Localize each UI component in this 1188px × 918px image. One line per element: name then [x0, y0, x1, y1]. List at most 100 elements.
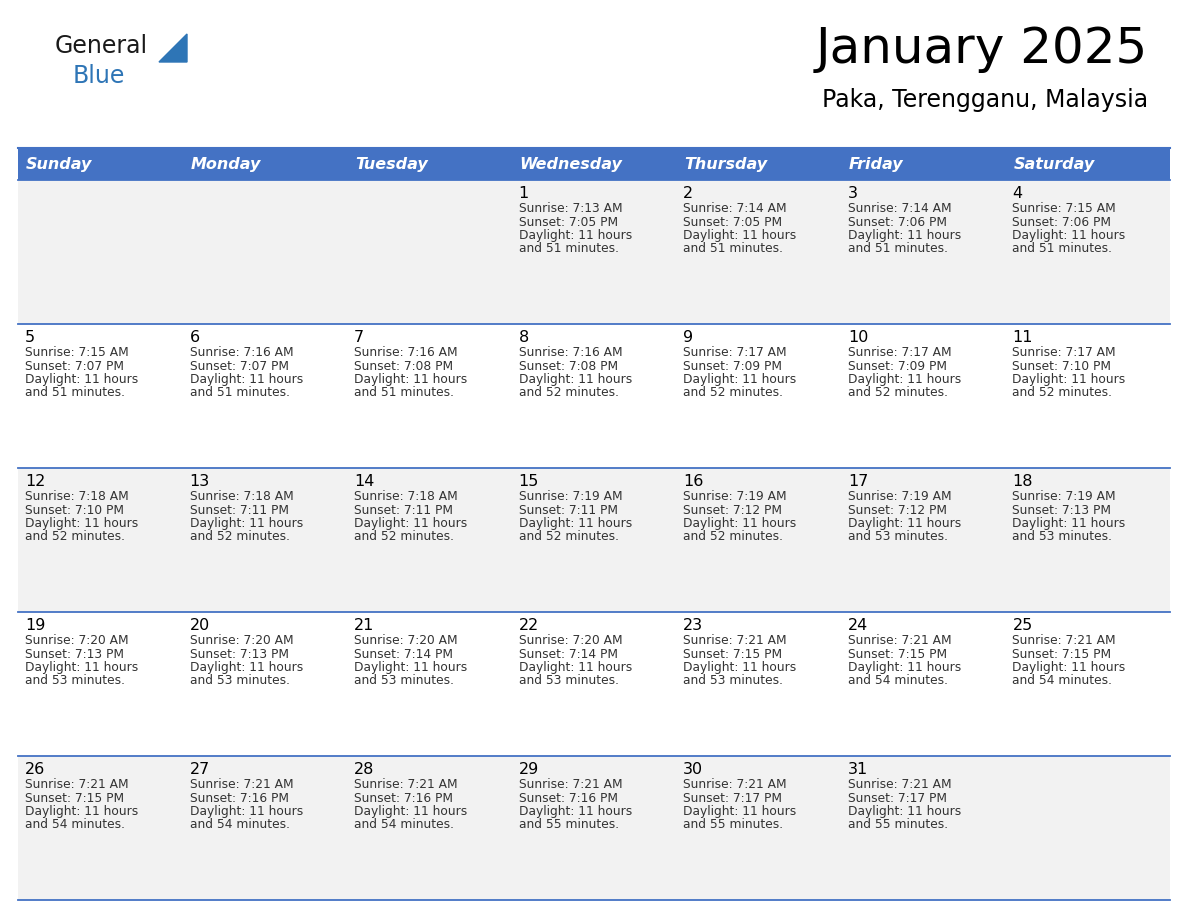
Text: and 52 minutes.: and 52 minutes. [519, 531, 619, 543]
Text: and 54 minutes.: and 54 minutes. [25, 819, 125, 832]
Bar [1005, 148, 1170, 180]
Text: Sunset: 7:14 PM: Sunset: 7:14 PM [519, 647, 618, 660]
Text: 24: 24 [848, 618, 868, 633]
Bar [512, 612, 676, 756]
Text: 6: 6 [190, 330, 200, 345]
Text: Sunrise: 7:16 AM: Sunrise: 7:16 AM [354, 346, 457, 359]
Text: and 54 minutes.: and 54 minutes. [848, 675, 948, 688]
Text: and 52 minutes.: and 52 minutes. [25, 531, 125, 543]
Text: and 53 minutes.: and 53 minutes. [190, 675, 290, 688]
Text: Sunrise: 7:18 AM: Sunrise: 7:18 AM [354, 490, 457, 503]
Text: and 54 minutes.: and 54 minutes. [354, 819, 454, 832]
Text: Sunset: 7:11 PM: Sunset: 7:11 PM [354, 503, 453, 517]
Text: and 52 minutes.: and 52 minutes. [848, 386, 948, 399]
Bar [512, 468, 676, 612]
Bar [347, 324, 512, 468]
Text: and 54 minutes.: and 54 minutes. [1012, 675, 1112, 688]
Text: Sunrise: 7:19 AM: Sunrise: 7:19 AM [848, 490, 952, 503]
Text: Daylight: 11 hours: Daylight: 11 hours [1012, 373, 1126, 386]
Text: and 51 minutes.: and 51 minutes. [683, 242, 783, 255]
Text: 9: 9 [683, 330, 694, 345]
Text: Sunrise: 7:21 AM: Sunrise: 7:21 AM [683, 778, 786, 791]
Bar [183, 756, 347, 900]
Text: Daylight: 11 hours: Daylight: 11 hours [1012, 229, 1126, 242]
Text: Daylight: 11 hours: Daylight: 11 hours [848, 373, 961, 386]
Text: Sunset: 7:10 PM: Sunset: 7:10 PM [1012, 360, 1112, 373]
Text: Sunset: 7:08 PM: Sunset: 7:08 PM [354, 360, 454, 373]
Text: Sunrise: 7:20 AM: Sunrise: 7:20 AM [354, 634, 457, 647]
Text: Sunset: 7:16 PM: Sunset: 7:16 PM [190, 791, 289, 804]
Text: Blue: Blue [72, 64, 126, 88]
Text: and 53 minutes.: and 53 minutes. [354, 675, 454, 688]
Text: Sunset: 7:08 PM: Sunset: 7:08 PM [519, 360, 618, 373]
Bar [18, 612, 183, 756]
Text: Sunrise: 7:14 AM: Sunrise: 7:14 AM [683, 202, 786, 215]
Bar [183, 148, 347, 180]
Bar [18, 468, 183, 612]
Text: Sunrise: 7:21 AM: Sunrise: 7:21 AM [519, 778, 623, 791]
Bar [841, 756, 1005, 900]
Text: and 55 minutes.: and 55 minutes. [683, 819, 783, 832]
Bar [347, 468, 512, 612]
Text: and 51 minutes.: and 51 minutes. [1012, 242, 1112, 255]
Text: and 53 minutes.: and 53 minutes. [683, 675, 783, 688]
Text: 1: 1 [519, 186, 529, 201]
Text: and 51 minutes.: and 51 minutes. [190, 386, 290, 399]
Text: Sunset: 7:06 PM: Sunset: 7:06 PM [1012, 216, 1112, 229]
Text: 8: 8 [519, 330, 529, 345]
Text: 13: 13 [190, 474, 210, 489]
Text: 20: 20 [190, 618, 210, 633]
Bar [183, 468, 347, 612]
Bar [18, 756, 183, 900]
Text: Sunset: 7:13 PM: Sunset: 7:13 PM [25, 647, 124, 660]
Text: Daylight: 11 hours: Daylight: 11 hours [519, 661, 632, 674]
Text: Sunset: 7:14 PM: Sunset: 7:14 PM [354, 647, 453, 660]
Bar [841, 180, 1005, 324]
Text: 7: 7 [354, 330, 365, 345]
Text: Daylight: 11 hours: Daylight: 11 hours [190, 661, 303, 674]
Text: Daylight: 11 hours: Daylight: 11 hours [683, 661, 796, 674]
Text: Sunrise: 7:15 AM: Sunrise: 7:15 AM [1012, 202, 1117, 215]
Bar [676, 756, 841, 900]
Text: 16: 16 [683, 474, 703, 489]
Text: Sunset: 7:16 PM: Sunset: 7:16 PM [354, 791, 453, 804]
Text: and 52 minutes.: and 52 minutes. [519, 386, 619, 399]
Text: and 51 minutes.: and 51 minutes. [354, 386, 454, 399]
Text: 22: 22 [519, 618, 539, 633]
Text: Sunrise: 7:21 AM: Sunrise: 7:21 AM [683, 634, 786, 647]
Bar [1005, 468, 1170, 612]
Text: Sunset: 7:06 PM: Sunset: 7:06 PM [848, 216, 947, 229]
Text: Sunset: 7:13 PM: Sunset: 7:13 PM [1012, 503, 1112, 517]
Text: Sunrise: 7:19 AM: Sunrise: 7:19 AM [519, 490, 623, 503]
Text: Daylight: 11 hours: Daylight: 11 hours [190, 373, 303, 386]
Bar [1005, 180, 1170, 324]
Text: Daylight: 11 hours: Daylight: 11 hours [1012, 517, 1126, 530]
Text: Sunset: 7:07 PM: Sunset: 7:07 PM [25, 360, 124, 373]
Text: and 53 minutes.: and 53 minutes. [848, 531, 948, 543]
Text: and 53 minutes.: and 53 minutes. [25, 675, 125, 688]
Text: Daylight: 11 hours: Daylight: 11 hours [683, 805, 796, 818]
Bar [841, 324, 1005, 468]
Text: Tuesday: Tuesday [355, 156, 428, 172]
Text: Sunrise: 7:20 AM: Sunrise: 7:20 AM [190, 634, 293, 647]
Bar [841, 612, 1005, 756]
Text: 3: 3 [848, 186, 858, 201]
Text: 15: 15 [519, 474, 539, 489]
Bar [1005, 612, 1170, 756]
Text: 30: 30 [683, 762, 703, 777]
Text: and 54 minutes.: and 54 minutes. [190, 819, 290, 832]
Bar [676, 148, 841, 180]
Text: 29: 29 [519, 762, 539, 777]
Text: Sunrise: 7:18 AM: Sunrise: 7:18 AM [25, 490, 128, 503]
Text: Daylight: 11 hours: Daylight: 11 hours [354, 517, 467, 530]
Text: Daylight: 11 hours: Daylight: 11 hours [848, 229, 961, 242]
Bar [841, 468, 1005, 612]
Text: Sunrise: 7:21 AM: Sunrise: 7:21 AM [848, 778, 952, 791]
Text: Sunrise: 7:18 AM: Sunrise: 7:18 AM [190, 490, 293, 503]
Text: Daylight: 11 hours: Daylight: 11 hours [354, 661, 467, 674]
Bar [347, 612, 512, 756]
Text: Sunset: 7:05 PM: Sunset: 7:05 PM [519, 216, 618, 229]
Text: Daylight: 11 hours: Daylight: 11 hours [354, 373, 467, 386]
Bar [1005, 756, 1170, 900]
Text: Sunset: 7:11 PM: Sunset: 7:11 PM [190, 503, 289, 517]
